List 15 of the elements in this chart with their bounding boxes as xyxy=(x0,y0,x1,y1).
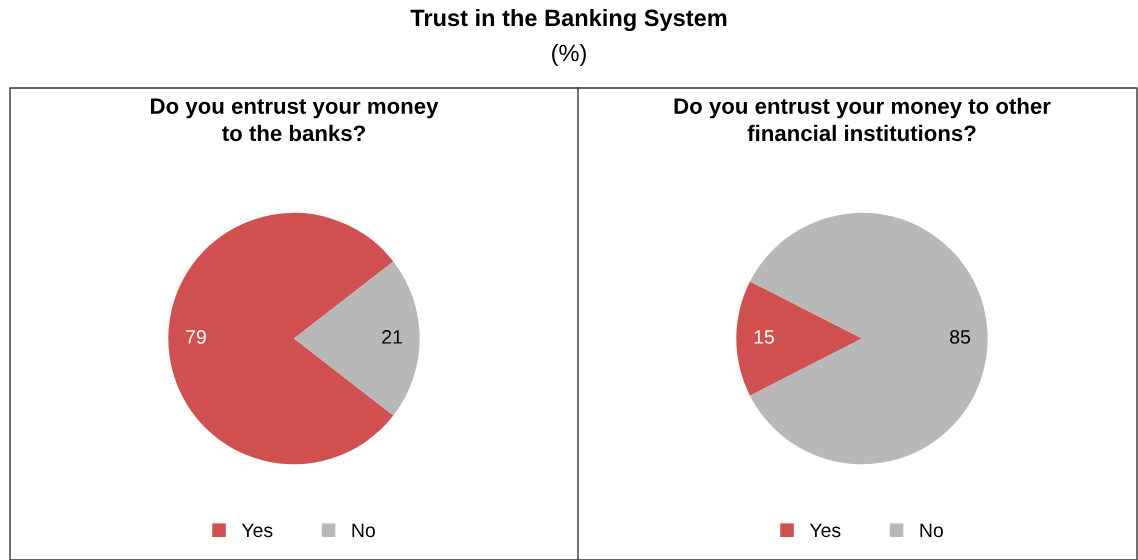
data-label: 21 xyxy=(382,330,402,344)
pie-slice xyxy=(294,261,420,416)
pie-slice xyxy=(736,281,862,396)
legend-label: No xyxy=(920,523,943,538)
chart-title: Do you entrust your money to the banks? xyxy=(151,98,439,142)
legend-label: Yes xyxy=(241,523,273,538)
chart-title: Do you entrust your money to other financial institutions? xyxy=(674,97,1051,142)
data-label: 79 xyxy=(186,330,206,344)
legend-label: No xyxy=(352,523,375,538)
data-label: 85 xyxy=(950,330,971,344)
legend-label: Yes xyxy=(809,523,841,538)
pie-slice xyxy=(749,212,988,465)
data-label: 15 xyxy=(754,330,774,344)
text: Trust in the Banking System xyxy=(410,8,727,32)
text: (%) xyxy=(552,44,586,66)
